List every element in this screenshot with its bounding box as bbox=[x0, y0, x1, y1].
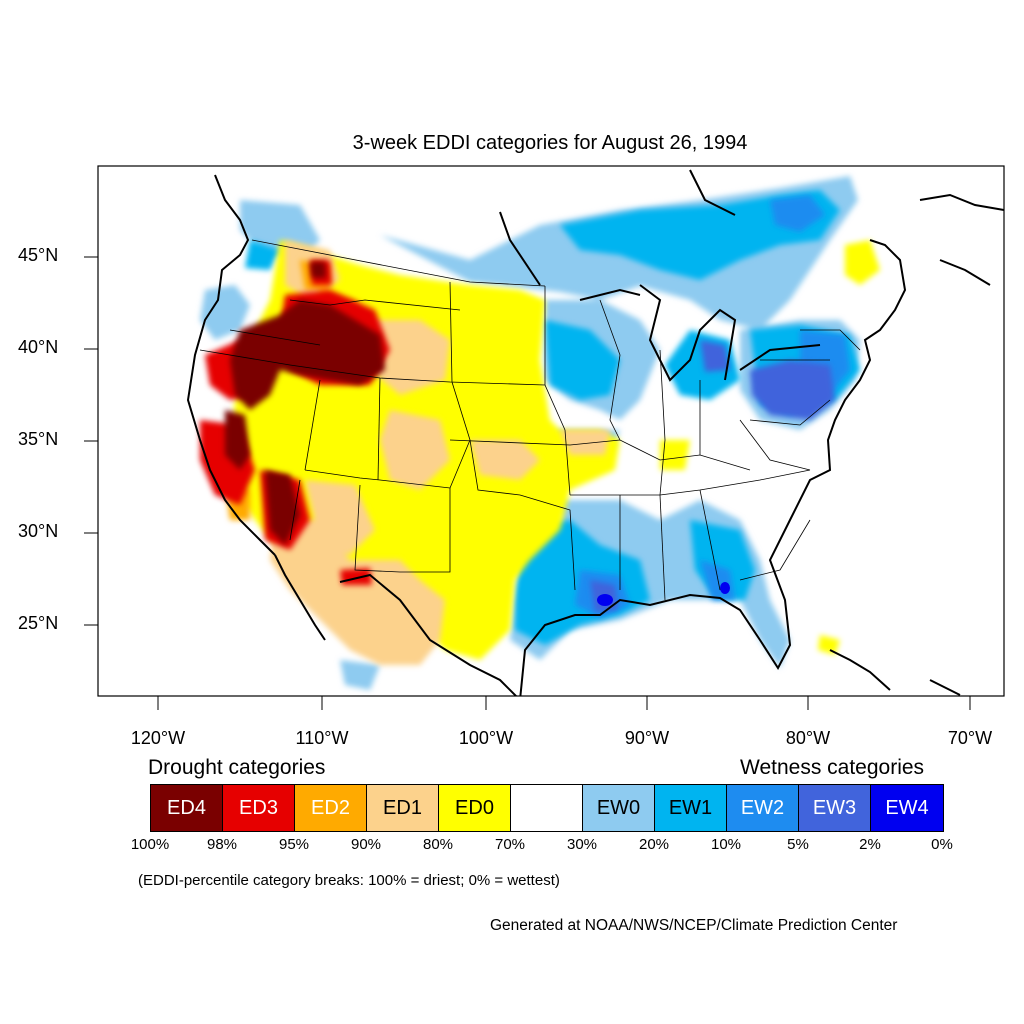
y-tick-label: 40°N bbox=[18, 337, 59, 357]
x-tick-label: 80°W bbox=[785, 728, 831, 748]
legend-break-label: 100% bbox=[130, 836, 170, 853]
legend-cell-ew3: EW3 bbox=[799, 785, 871, 831]
legend-break-label: 30% bbox=[566, 836, 598, 853]
wetness-ew3-regions bbox=[590, 340, 835, 612]
legend-cell-ew4: EW4 bbox=[871, 785, 943, 831]
wetness-heading: Wetness categories bbox=[740, 756, 925, 779]
y-tick-label: 30°N bbox=[18, 521, 59, 541]
x-tick-label: 110°W bbox=[295, 728, 349, 748]
legend-cell-ed4: ED4 bbox=[151, 785, 223, 831]
drought-ed4-regions bbox=[225, 262, 385, 545]
map-title: 3-week EDDI categories for August 26, 19… bbox=[352, 132, 748, 154]
legend-color-bar: ED4 ED3 ED2 ED1 ED0 EW0 EW1 EW2 EW3 EW4 bbox=[150, 784, 944, 832]
legend-cell-ew1: EW1 bbox=[655, 785, 727, 831]
legend-note: (EDDI-percentile category breaks: 100% =… bbox=[138, 872, 560, 889]
state-boundaries bbox=[199, 239, 861, 601]
drought-ed1-regions bbox=[270, 240, 610, 665]
y-tick-label: 35°N bbox=[18, 429, 59, 449]
x-tick-label: 120°W bbox=[130, 728, 186, 748]
legend-break-label: 80% bbox=[422, 836, 454, 853]
legend-break-label: 2% bbox=[859, 836, 881, 853]
y-tick-label: 25°N bbox=[18, 613, 59, 633]
legend-break-label: 10% bbox=[710, 836, 742, 853]
x-tick-label: 100°W bbox=[458, 728, 514, 748]
legend-break-label: 20% bbox=[638, 836, 670, 853]
legend-cell-ed1: ED1 bbox=[367, 785, 439, 831]
legend-break-label: 5% bbox=[787, 836, 809, 853]
legend-break-label: 95% bbox=[278, 836, 310, 853]
legend-cell-ew0: EW0 bbox=[583, 785, 655, 831]
x-tick-label: 90°W bbox=[624, 728, 670, 748]
legend-cell-ed0: ED0 bbox=[439, 785, 511, 831]
drought-heading: Drought categories bbox=[148, 756, 326, 779]
x-tick-label: 70°W bbox=[947, 728, 993, 748]
legend-cell-ed3: ED3 bbox=[223, 785, 295, 831]
y-tick-label: 45°N bbox=[18, 245, 59, 265]
legend-cell-neutral bbox=[511, 785, 583, 831]
legend-cell-ew2: EW2 bbox=[727, 785, 799, 831]
coastlines bbox=[186, 169, 1004, 696]
axis-ticks bbox=[84, 256, 971, 710]
legend-break-label: 0% bbox=[931, 836, 953, 853]
map-frame bbox=[97, 165, 1005, 697]
legend-break-label: 98% bbox=[206, 836, 238, 853]
eddi-map bbox=[84, 165, 1005, 710]
legend-break-label: 90% bbox=[350, 836, 382, 853]
credit-line: Generated at NOAA/NWS/NCEP/Climate Predi… bbox=[490, 917, 898, 934]
legend-break-label: 70% bbox=[494, 836, 526, 853]
legend-cell-ed2: ED2 bbox=[295, 785, 367, 831]
wetness-ew4-regions bbox=[597, 582, 730, 606]
